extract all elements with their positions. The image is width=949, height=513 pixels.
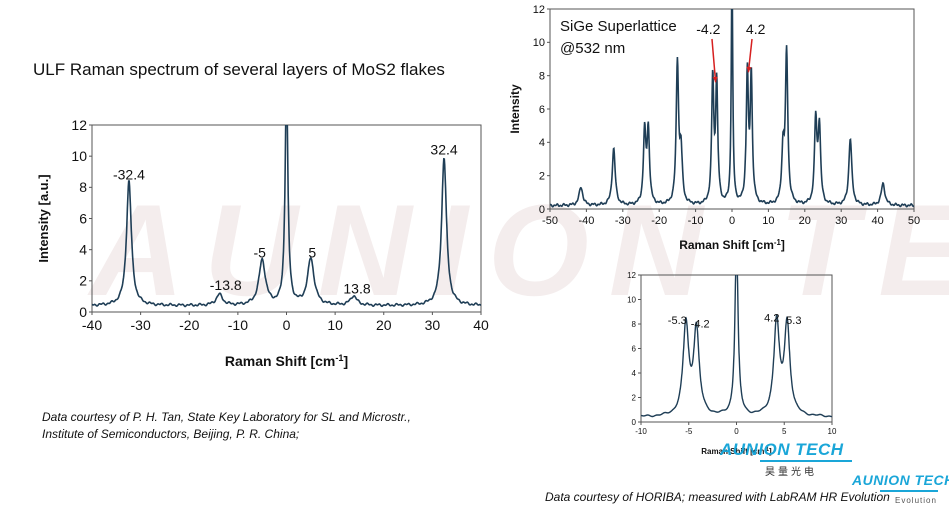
mos2-peak-label: 13.8 [343,280,370,296]
sige-y-axis-label: Intensity [508,84,522,134]
sige-ytick-label: 12 [533,4,545,16]
credit-tan-line2: Institute of Semiconductors, Beijing, P.… [42,427,300,441]
sige-zoom-xtick-label: 10 [828,427,837,436]
mos2-ytick-label: 8 [79,179,87,195]
sige-zoom-xtick-label: 0 [734,427,739,436]
sige-zoom-ytick-label: 6 [632,344,637,353]
sige-xtick-label: -20 [651,215,667,227]
mos2-xtick-label: 10 [327,317,343,333]
mos2-plot-frame [91,124,482,313]
mos2-series-line [92,125,481,308]
sige-ytick-label: 8 [539,71,545,83]
page-title: ULF Raman spectrum of several layers of … [33,60,445,79]
sige-annotation-arrowhead [712,76,718,83]
sige-note-line1: SiGe Superlattice [560,18,677,35]
mos2-peak-label: 32.4 [430,142,457,158]
mos2-xtick-label: 0 [283,317,291,333]
mos2-xtick-label: 30 [425,317,441,333]
credit-horiba: Data courtesy of HORIBA; measured with L… [545,490,890,504]
sige-xtick-label: -50 [542,215,558,227]
sige-zoom-peak-label: -4.2 [691,319,710,331]
sige-zoom-xtick-label: -10 [635,427,647,436]
sige-note-line2: @532 nm [560,40,625,57]
sige-xtick-label: 10 [762,215,774,227]
sige-zoom-series-line [641,275,832,418]
sige-xtick-label: 50 [908,215,920,227]
sige-ytick-label: 6 [539,104,545,116]
sige-zoom-peak-label: 4.2 [764,313,779,325]
mos2-ytick-label: 2 [79,273,87,289]
mos2-xtick-label: -10 [228,317,248,333]
sige-xtick-label: -30 [615,215,631,227]
mos2-peak-label: -13.8 [210,277,242,293]
credit-tan: Data courtesy of P. H. Tan, State Key La… [42,409,411,443]
sige-ytick-label: 10 [533,37,545,49]
mos2-xtick-label: -20 [179,317,199,333]
mos2-ytick-label: 12 [71,117,87,133]
mos2-xtick-label: -40 [82,317,102,333]
sige-zoom-xtick-label: 5 [782,427,787,436]
mos2-xtick-label: 20 [376,317,392,333]
mos2-ytick-label: 0 [79,304,87,320]
sige-xtick-label: 0 [729,215,735,227]
sige-annotation-arrow [711,38,717,83]
mos2-peak-label: 5 [308,244,316,260]
logo-corner-underline [880,490,938,492]
sige-ytick-label: 4 [539,137,545,149]
sige-xtick-label: -40 [578,215,594,227]
mos2-peak-label: -5 [254,244,267,260]
sige-ytick-label: 2 [539,171,545,183]
sige-annotation-arrow [747,38,753,73]
mos2-xtick-label: 40 [473,317,489,333]
sige-series-line [550,9,914,208]
sige-annotation-arrowhead [746,66,752,73]
sige-xtick-label: 30 [835,215,847,227]
logo-underline [760,460,852,462]
mos2-y-axis-label: Intensity [a.u.] [36,174,51,262]
sige-zoom-xtick-label: -5 [685,427,693,436]
sige-zoom-ytick-label: 4 [632,369,637,378]
sige-zoom-plot-frame [640,274,833,423]
sige-zoom-peak-label: -5.3 [668,315,687,327]
sige-x-axis-label: Raman Shift [cm-1] [679,238,785,253]
sige-peak-label: -4.2 [696,21,720,37]
sige-zoom-x-axis-label: Raman Shift [cm-1] [701,447,772,456]
aunion-logo: AUNION TECH [720,440,844,459]
credit-tan-line1: Data courtesy of P. H. Tan, State Key La… [42,410,411,424]
sige-xtick-label: 20 [799,215,811,227]
mos2-peak-label: -32.4 [113,167,145,183]
mos2-ytick-label: 6 [79,210,87,226]
mos2-ytick-label: 10 [71,148,87,164]
sige-zoom-ytick-label: 12 [627,271,636,280]
mos2-x-axis-label: Raman Shift [cm-1] [225,353,348,369]
aunion-logo-subtitle: 昊量光电 [765,467,817,478]
sige-zoom-ytick-label: 10 [627,295,636,304]
sige-ytick-label: 0 [539,204,545,216]
aunion-logo-corner: AUNION TECH [852,472,949,488]
aunion-logo-corner-subtitle: Evolution [895,496,937,505]
sige-zoom-ytick-label: 8 [632,320,637,329]
mos2-ytick-label: 4 [79,242,87,258]
sige-peak-label: 4.2 [746,21,766,37]
sige-xtick-label: 40 [871,215,883,227]
sige-xtick-label: -10 [688,215,704,227]
sige-zoom-ytick-label: 0 [632,418,637,427]
sige-zoom-ytick-label: 2 [632,393,637,402]
sige-zoom-peak-label: 5.3 [786,315,801,327]
mos2-xtick-label: -30 [131,317,151,333]
